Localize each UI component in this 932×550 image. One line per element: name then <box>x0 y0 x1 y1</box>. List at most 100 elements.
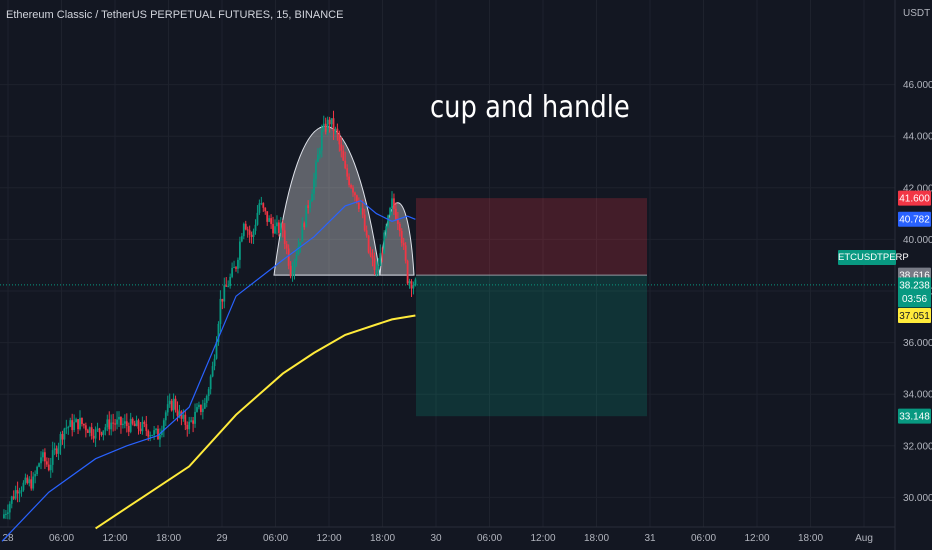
candle <box>324 123 327 132</box>
candle <box>102 430 105 435</box>
price-badge <box>898 211 931 227</box>
candle <box>112 422 115 424</box>
candle <box>139 428 142 432</box>
y-tick-label: 36.000 <box>903 338 932 349</box>
candle <box>129 418 132 432</box>
candle <box>396 219 399 224</box>
cup-and-handle-pattern <box>273 125 415 276</box>
candle <box>244 223 247 230</box>
candle <box>162 420 165 431</box>
candle <box>274 226 276 234</box>
candle <box>123 421 126 424</box>
candle <box>20 490 23 492</box>
candle <box>51 450 54 465</box>
candle <box>26 477 29 484</box>
candle <box>176 409 179 416</box>
x-tick-label: 06:00 <box>49 533 74 544</box>
candle <box>94 429 97 439</box>
price-badge-label: 37.051 <box>899 311 930 322</box>
x-tick-label: 29 <box>216 533 228 544</box>
candle <box>221 298 224 302</box>
candle <box>293 261 296 271</box>
x-tick-label: 28 <box>2 533 14 544</box>
candle <box>57 446 60 454</box>
candle <box>141 421 144 432</box>
candle <box>108 419 111 430</box>
candle <box>32 476 35 489</box>
candle <box>295 254 298 262</box>
candle <box>371 255 374 259</box>
candle <box>291 270 294 277</box>
candle <box>207 389 210 397</box>
candle <box>338 133 341 145</box>
candle <box>14 490 17 499</box>
x-tick-label: 30 <box>430 533 442 544</box>
moving-average-blue <box>1 200 416 542</box>
candle <box>318 150 321 155</box>
candle <box>225 285 228 287</box>
x-tick-label: Aug <box>855 533 873 544</box>
candle <box>110 422 113 430</box>
candle <box>379 253 382 267</box>
x-tick-label: 12:00 <box>102 533 127 544</box>
candle <box>149 435 152 437</box>
candle <box>350 185 352 188</box>
price-badge <box>898 408 931 424</box>
candle <box>248 230 251 235</box>
candle <box>309 201 311 209</box>
candle <box>375 269 378 271</box>
candle <box>361 208 364 215</box>
candle <box>410 281 413 289</box>
candle <box>116 419 118 425</box>
candle <box>164 412 167 421</box>
candle <box>55 448 58 454</box>
candle <box>213 358 216 367</box>
candle <box>81 417 83 424</box>
candle <box>332 118 335 132</box>
candle <box>317 154 319 163</box>
candle <box>322 123 325 130</box>
candle <box>246 229 249 231</box>
candle <box>22 482 25 491</box>
candle <box>233 267 235 269</box>
candle <box>125 421 128 426</box>
candle <box>256 212 259 225</box>
candle <box>266 211 269 222</box>
candle <box>414 279 417 286</box>
candle <box>356 195 358 203</box>
candle <box>373 258 376 270</box>
candle <box>391 198 393 209</box>
candle <box>88 427 91 433</box>
x-tick-label: 31 <box>644 533 656 544</box>
candle <box>18 491 21 494</box>
candle <box>34 474 37 477</box>
y-tick-label: 40.000 <box>903 235 932 246</box>
candle <box>168 400 171 405</box>
x-tick-label: 06:00 <box>477 533 502 544</box>
candle <box>143 421 146 425</box>
candle <box>24 477 27 483</box>
candle <box>239 241 241 260</box>
candle <box>398 223 401 231</box>
symbol-tag[interactable]: ETCUSDTPERP <box>838 250 909 265</box>
candle <box>223 285 226 302</box>
candle <box>118 416 120 420</box>
candle <box>69 420 72 427</box>
x-tick-label: 12:00 <box>744 533 769 544</box>
candle <box>367 235 370 253</box>
candle <box>28 479 31 484</box>
price-badge-label: 33.148 <box>899 412 930 423</box>
candle <box>153 430 155 435</box>
countdown-label: 03:56 <box>902 294 927 305</box>
candle <box>354 192 356 196</box>
candle <box>184 414 187 425</box>
candle <box>174 398 177 410</box>
candle <box>283 230 286 245</box>
candle <box>198 404 200 408</box>
chart-title: Ethereum Classic / TetherUS PERPETUAL FU… <box>6 9 344 21</box>
candle <box>201 408 204 413</box>
candle <box>122 423 124 426</box>
candle <box>155 428 157 431</box>
price-unit: USDT <box>903 8 931 19</box>
